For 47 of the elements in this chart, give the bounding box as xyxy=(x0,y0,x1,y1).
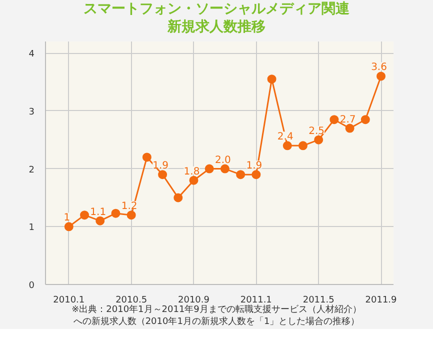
y-tick-label: 2 xyxy=(28,166,35,176)
x-tick-label: 2010.9 xyxy=(178,296,210,306)
data-label: 2.0 xyxy=(215,155,231,166)
point xyxy=(314,136,324,145)
point xyxy=(111,209,120,218)
data-label: 1.8 xyxy=(184,166,200,178)
point xyxy=(298,142,308,151)
point xyxy=(158,170,168,180)
point xyxy=(282,142,292,151)
data-label: 2.7 xyxy=(340,114,356,126)
data-label: 2.4 xyxy=(277,132,294,144)
data-label: 1.2 xyxy=(121,201,138,212)
y-tick-label: 3 xyxy=(28,108,35,118)
x-tick-label: 2011.9 xyxy=(365,296,398,306)
point xyxy=(174,194,183,203)
point xyxy=(142,153,152,162)
point xyxy=(376,72,386,82)
y-tick-label: 0 xyxy=(28,281,35,292)
point xyxy=(189,176,198,186)
point xyxy=(96,216,105,226)
point xyxy=(360,115,370,124)
point xyxy=(252,170,261,180)
chart-title: スマートフォン・ソーシャルメディア関連 xyxy=(84,0,350,18)
x-tick-label: 2011.5 xyxy=(302,296,334,306)
point xyxy=(330,115,339,124)
point xyxy=(267,74,276,84)
x-tick-label: 2011.1 xyxy=(240,296,272,306)
data-label: 1.9 xyxy=(152,160,168,172)
point xyxy=(220,164,230,174)
data-label: 3.6 xyxy=(371,62,387,74)
x-tick-label: 2010.1 xyxy=(53,296,85,306)
text: ※出典：2010年1月～2011年9月までの転職支援サービス（人材紹介） xyxy=(72,305,362,316)
point xyxy=(64,222,74,232)
data-label: 1.1 xyxy=(90,207,106,218)
data-label: 1.9 xyxy=(246,160,262,172)
y-tick-label: 1 xyxy=(28,224,35,234)
point xyxy=(236,170,246,180)
point xyxy=(204,164,214,174)
point xyxy=(345,124,354,134)
y-tick-label: 4 xyxy=(28,50,35,60)
x-tick-label: 2010.5 xyxy=(116,296,148,306)
point xyxy=(80,210,90,220)
chart-subtitle: 新規求人数推移 xyxy=(168,18,266,36)
text: への新規求人数（2010年1月の新規求人数を「1」とした場合の推移） xyxy=(73,317,360,329)
data-label: 1 xyxy=(64,213,70,224)
data-label: 2.5 xyxy=(308,126,325,138)
point xyxy=(126,210,136,220)
